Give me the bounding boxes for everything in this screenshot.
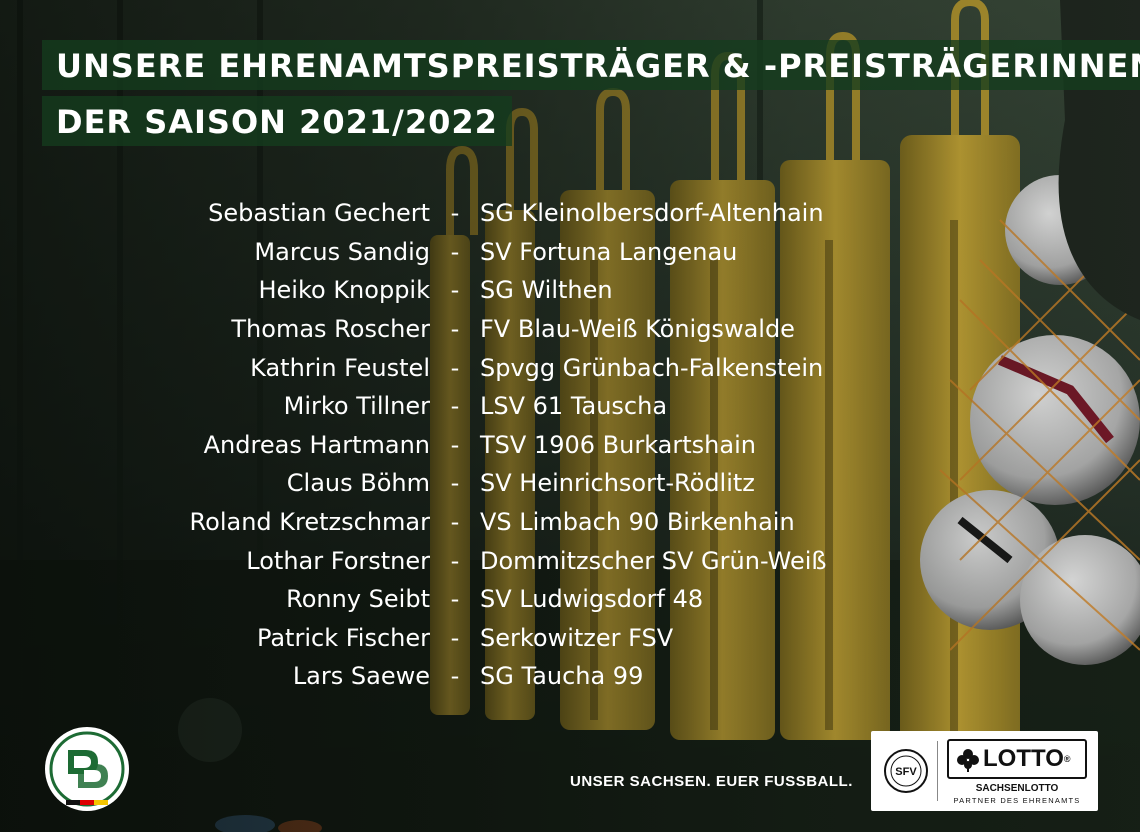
honoree-name: Ronny Seibt <box>286 585 430 614</box>
separator: - <box>450 430 460 459</box>
honoree-club: LSV 61 Tauscha <box>480 392 668 421</box>
sfv-mark: SFV <box>895 766 917 778</box>
headline-line-1: UNSERE EHRENAMTSPREISTRÄGER & -PREISTRÄG… <box>42 40 1140 90</box>
honoree-club: SV Heinrichsort-Rödlitz <box>480 469 755 498</box>
honoree-row: Thomas Roscher - FV Blau-Weiß Königswalde <box>120 310 900 349</box>
partner-tagline: PARTNER DES EHRENAMTS <box>953 796 1081 805</box>
honoree-club: Dommitzscher SV Grün-Weiß <box>480 546 827 575</box>
honoree-row: Lars Saewe - SG Taucha 99 <box>120 657 900 696</box>
honoree-name: Marcus Sandig <box>254 237 430 266</box>
separator: - <box>450 623 460 652</box>
honoree-name: Sebastian Gechert <box>208 199 430 228</box>
honoree-row: Andreas Hartmann - TSV 1906 Burkartshain <box>120 426 900 465</box>
honoree-row: Claus Böhm - SV Heinrichsort-Rödlitz <box>120 464 900 503</box>
honoree-name: Lothar Forstner <box>246 546 430 575</box>
honoree-club: SV Ludwigsdorf 48 <box>480 585 704 614</box>
dfb-logo <box>45 727 129 811</box>
separator: - <box>450 276 460 305</box>
separator: - <box>450 546 460 575</box>
honoree-row: Ronny Seibt - SV Ludwigsdorf 48 <box>120 580 900 619</box>
honoree-club: SV Fortuna Langenau <box>480 237 738 266</box>
honoree-name: Thomas Roscher <box>231 315 430 344</box>
honoree-name: Patrick Fischer <box>256 623 430 652</box>
honoree-row: Patrick Fischer - Serkowitzer FSV <box>120 619 900 658</box>
honoree-club: TSV 1906 Burkartshain <box>480 430 756 459</box>
honoree-row: Sebastian Gechert - SG Kleinolbersdorf-Alt… <box>120 194 900 233</box>
honoree-name: Claus Böhm <box>286 469 430 498</box>
lotto-wordmark: LOTTO® <box>983 745 1071 773</box>
honoree-club: SG Taucha 99 <box>480 662 644 691</box>
honoree-club: SG Wilthen <box>480 276 613 305</box>
sfv-logo: SFV <box>884 749 928 793</box>
honoree-row: Mirko Tillner - LSV 61 Tauscha <box>120 387 900 426</box>
lotto-logo: LOTTO® <box>947 739 1087 779</box>
honoree-club: Spvgg Grünbach-Falkenstein <box>480 353 824 382</box>
honoree-row: Heiko Knoppik - SG Wilthen <box>120 271 900 310</box>
separator: - <box>450 392 460 421</box>
separator: - <box>450 469 460 498</box>
honoree-name: Kathrin Feustel <box>250 353 430 382</box>
separator: - <box>450 315 460 344</box>
honoree-name: Heiko Knoppik <box>258 276 430 305</box>
clover-icon <box>957 749 979 772</box>
separator: - <box>450 508 460 537</box>
lotto-word: LOTTO <box>983 745 1064 772</box>
separator: - <box>450 353 460 382</box>
honoree-club: Serkowitzer FSV <box>480 623 674 652</box>
separator: - <box>450 585 460 614</box>
honoree-row: Lothar Forstner - Dommitzscher SV Grün-Wei… <box>120 541 900 580</box>
separator: - <box>450 237 460 266</box>
headline-line-2: DER SAISON 2021/2022 <box>42 96 512 146</box>
sachsenlotto-label: SACHSENLOTTO <box>975 783 1059 794</box>
separator: - <box>450 199 460 228</box>
honoree-name: Andreas Hartmann <box>203 430 430 459</box>
honoree-club: SG Kleinolbersdorf-Altenhain <box>480 199 824 228</box>
honoree-name: Mirko Tillner <box>283 392 430 421</box>
lotto-registered: ® <box>1063 754 1071 764</box>
honoree-list: Sebastian Gechert - SG Kleinolbersdorf-Alt… <box>120 194 900 696</box>
honoree-row: Roland Kretzschmar - VS Limbach 90 Birkenh… <box>120 503 900 542</box>
partner-logos: SFV LOTTO® SACHSENLOTTO PARTNER DES EHRE… <box>871 731 1098 811</box>
honoree-row: Kathrin Feustel - Spvgg Grünbach-Falkenste… <box>120 348 900 387</box>
honoree-name: Roland Kretzschmar <box>189 508 430 537</box>
honoree-club: VS Limbach 90 Birkenhain <box>480 508 795 537</box>
separator: - <box>450 662 460 691</box>
honoree-club: FV Blau-Weiß Königswalde <box>480 315 795 344</box>
partner-divider <box>937 741 938 801</box>
slogan: UNSER SACHSEN. EUER FUSSBALL. <box>570 773 853 790</box>
honoree-name: Lars Saewe <box>292 662 430 691</box>
honoree-row: Marcus Sandig - SV Fortuna Langenau <box>120 233 900 272</box>
headline: UNSERE EHRENAMTSPREISTRÄGER & -PREISTRÄG… <box>42 40 1140 146</box>
